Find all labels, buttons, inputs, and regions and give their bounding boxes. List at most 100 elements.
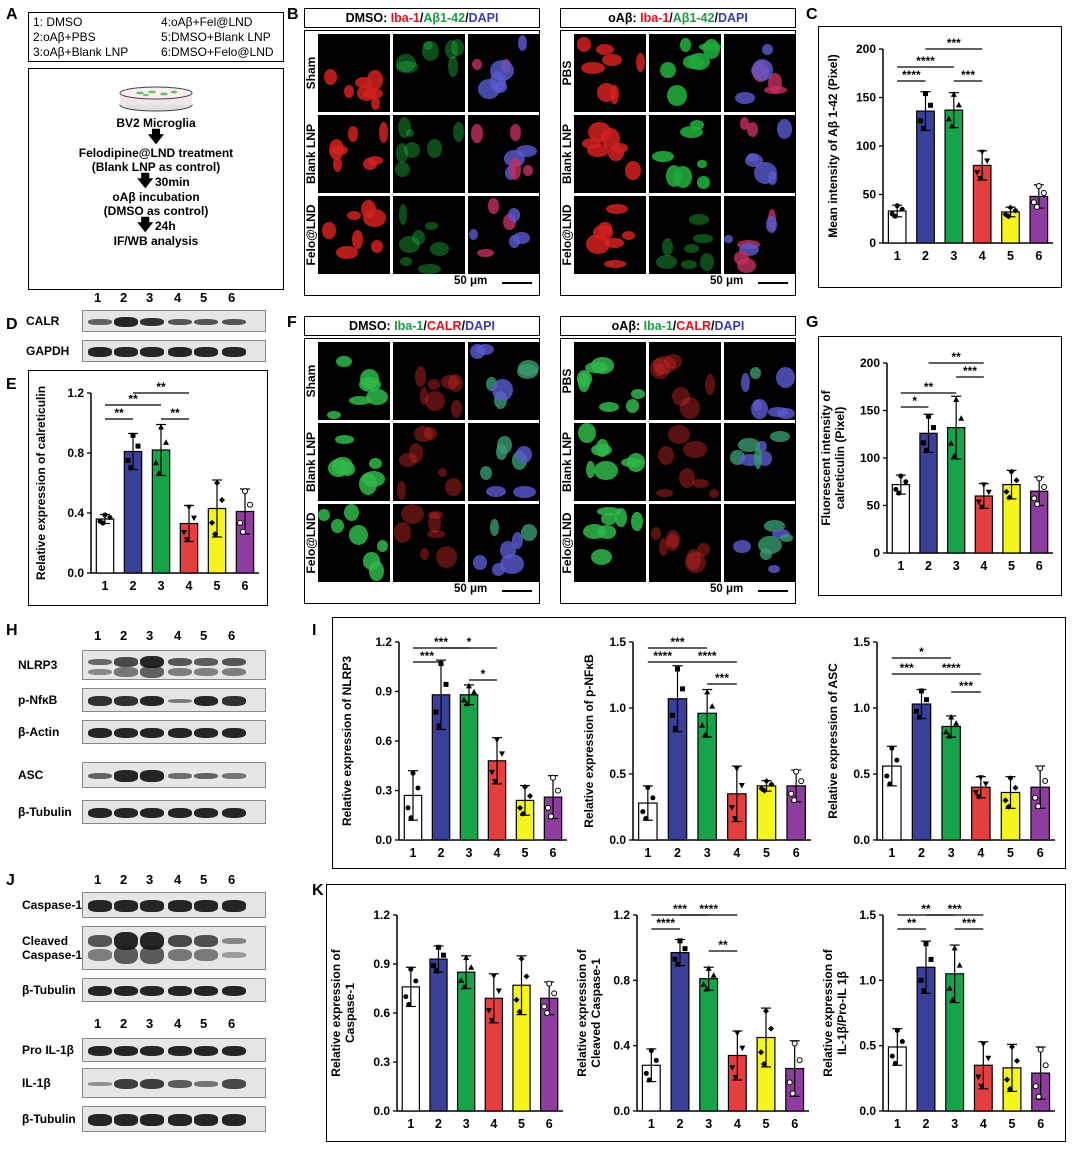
x-tick-label: 2 [925, 559, 932, 573]
micrograph-tile [393, 423, 465, 501]
data-point [464, 700, 470, 707]
data-point [758, 785, 765, 792]
bar [891, 484, 911, 554]
panelF-left-header-s2: / [461, 319, 466, 333]
x-tick-label: 1 [888, 846, 895, 860]
data-point [184, 537, 190, 543]
significance-label: *** [715, 671, 729, 685]
data-point [894, 1028, 900, 1034]
data-point [898, 473, 904, 479]
panelF-left-frame [304, 338, 540, 604]
data-point [980, 482, 987, 488]
data-point [789, 1090, 796, 1097]
wbJ-row-label: Cleaved Caspase-1 [22, 934, 83, 962]
lane-number: 1 [94, 1016, 102, 1031]
significance-label: ** [114, 406, 124, 420]
data-point [471, 688, 477, 695]
y-tick-label: 1.0 [859, 973, 876, 987]
x-tick-label: 3 [951, 1117, 958, 1131]
y-tick-label: 0.6 [373, 1006, 390, 1020]
y-tick-label: 1.2 [375, 635, 392, 649]
lane-number: 4 [174, 872, 182, 887]
panelF-right-header-s2: / [710, 319, 715, 333]
data-point [733, 766, 740, 772]
blot-strip [82, 1106, 266, 1132]
data-point [240, 528, 246, 535]
panelF-right-header: oAβ: Iba-1/CALR/DAPI [560, 316, 796, 336]
data-point [946, 732, 953, 739]
data-point [527, 792, 533, 799]
data-point [949, 996, 956, 1003]
data-point [975, 1074, 982, 1081]
scale-bar-label: 50 μm [710, 583, 744, 595]
culture-dish-icon [119, 86, 193, 112]
panelB-left-header-s1: / [419, 11, 424, 25]
data-point [100, 520, 106, 526]
micrograph-tile [649, 115, 721, 193]
micrograph-tile [649, 504, 721, 582]
micrograph-tile [393, 196, 465, 274]
chart-e-frame: 0.0 0.4 0.8 1.2 Relative expression of calre… [28, 370, 268, 606]
micrograph-tile [318, 196, 390, 274]
x-tick-label: 4 [490, 1117, 497, 1131]
data-point [102, 512, 108, 518]
data-point [1009, 1043, 1015, 1050]
data-point [953, 720, 960, 726]
x-tick-label: 2 [674, 846, 681, 860]
group-legend: 1: DMSO 2:oAβ+PBS 3:oAβ+Blank LNP 4:oAβ+… [28, 12, 284, 62]
lane-number: 5 [200, 1016, 208, 1031]
data-point [520, 810, 526, 817]
data-point [1002, 797, 1009, 804]
data-point [209, 519, 215, 526]
y-axis-label: Mean intensity of Aβ 1-42 (Pixel) [826, 54, 840, 238]
data-point [978, 1083, 985, 1090]
significance-label: *** [434, 635, 448, 649]
data-point [903, 479, 909, 485]
panel-label-j: J [6, 872, 15, 889]
data-point [1035, 1093, 1042, 1100]
data-point [700, 981, 707, 987]
legend-item-5: 5:DMSO+Blank LNP [161, 30, 271, 44]
data-point [953, 396, 960, 402]
data-point [1006, 494, 1013, 501]
data-point [699, 722, 706, 728]
legend-item-3: 3:oAβ+Blank LNP [33, 45, 129, 59]
x-tick-label: 4 [494, 846, 501, 860]
data-point [492, 779, 498, 785]
y-tick-label: 150 [860, 404, 880, 418]
micrograph-tile [724, 342, 796, 420]
significance-label: **** [656, 916, 675, 930]
bar [911, 703, 932, 841]
data-point [919, 688, 924, 694]
data-point [889, 745, 895, 751]
down-arrow-icon: 🡇 [147, 129, 165, 146]
data-point [985, 489, 992, 496]
bar [699, 978, 719, 1112]
data-point [1037, 1046, 1044, 1053]
data-point [1007, 204, 1014, 211]
data-point [917, 714, 922, 720]
x-tick-label: 5 [1008, 559, 1015, 573]
data-point [896, 490, 902, 496]
significance-label: *** [673, 902, 687, 916]
micrograph-tile [724, 504, 796, 582]
y-axis-label: Relative expression of p-NFκB [582, 654, 596, 828]
x-tick-label: 6 [793, 846, 800, 860]
data-point [237, 519, 243, 526]
data-point [982, 781, 989, 788]
data-point [951, 452, 958, 459]
y-tick-label: 0.0 [67, 566, 84, 580]
panelF-right-header-c2: CALR [676, 319, 711, 333]
data-point [516, 1008, 523, 1015]
data-point [728, 805, 735, 811]
workflow-diagram: BV2 Microglia 🡇 Felodipine@LND treatment… [28, 68, 284, 290]
data-point [443, 681, 449, 687]
data-point [1005, 803, 1012, 810]
legend-item-4: 4:oAβ+Fel@LND [161, 15, 253, 29]
data-point [731, 816, 738, 822]
data-point [978, 504, 985, 511]
data-point [541, 1003, 548, 1010]
y-tick-label: 0.3 [373, 1055, 390, 1069]
data-point [650, 795, 656, 801]
y-tick-label: 0.9 [375, 685, 392, 699]
